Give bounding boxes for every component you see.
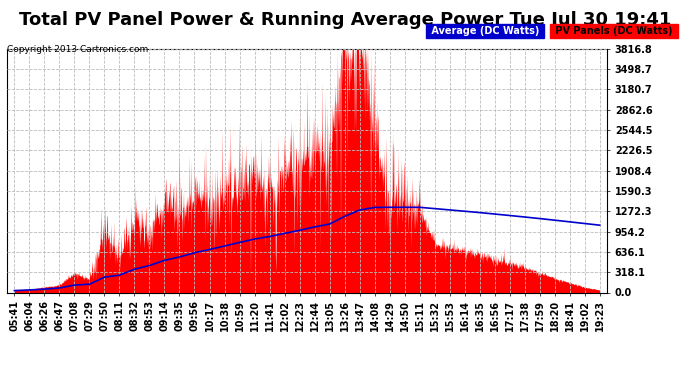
Text: Average (DC Watts): Average (DC Watts) — [428, 26, 542, 36]
Text: Copyright 2013 Cartronics.com: Copyright 2013 Cartronics.com — [7, 45, 148, 54]
Text: Total PV Panel Power & Running Average Power Tue Jul 30 19:41: Total PV Panel Power & Running Average P… — [19, 11, 671, 29]
Text: PV Panels (DC Watts): PV Panels (DC Watts) — [552, 26, 676, 36]
